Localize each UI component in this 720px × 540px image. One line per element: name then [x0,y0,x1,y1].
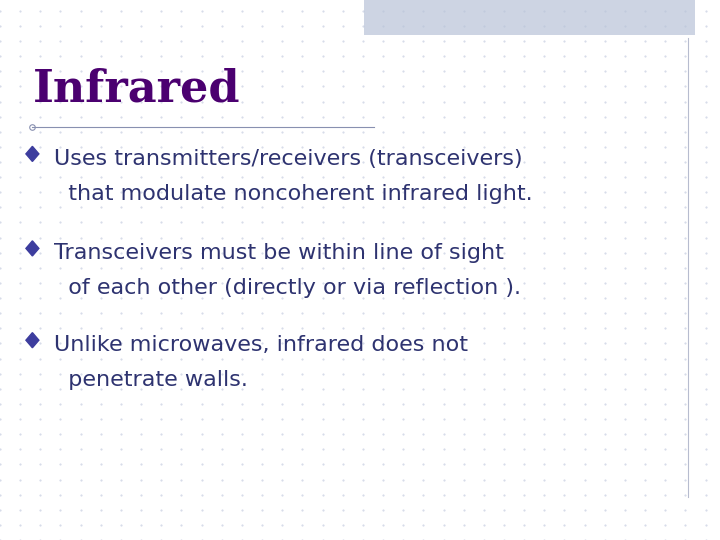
Polygon shape [26,333,39,348]
Text: that modulate noncoherent infrared light.: that modulate noncoherent infrared light… [54,184,533,204]
Text: Transceivers must be within line of sight: Transceivers must be within line of sigh… [54,243,504,263]
Text: Uses transmitters/receivers (transceivers): Uses transmitters/receivers (transceiver… [54,148,523,168]
Text: Unlike microwaves, infrared does not: Unlike microwaves, infrared does not [54,335,468,355]
Polygon shape [26,146,39,161]
Text: Infrared: Infrared [32,68,240,111]
Polygon shape [26,241,39,256]
FancyBboxPatch shape [364,0,695,35]
Text: penetrate walls.: penetrate walls. [54,370,248,390]
Text: of each other (directly or via reflection ).: of each other (directly or via reflectio… [54,278,521,298]
